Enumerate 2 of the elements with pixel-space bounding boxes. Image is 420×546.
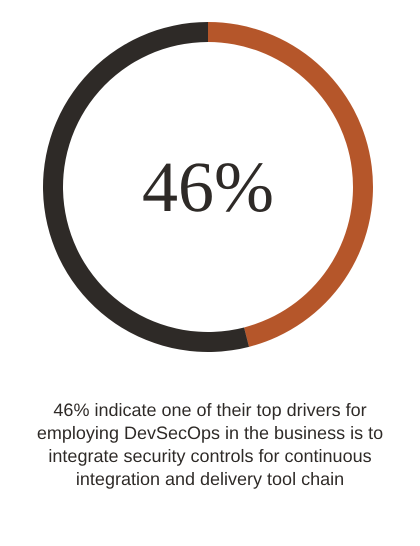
text: 46% indicate one of their top drivers for employing DevSecOps in the business is to integrate security controls for continuous integration and delivery tool chain (36, 400, 384, 489)
text: 46% (142, 147, 274, 227)
